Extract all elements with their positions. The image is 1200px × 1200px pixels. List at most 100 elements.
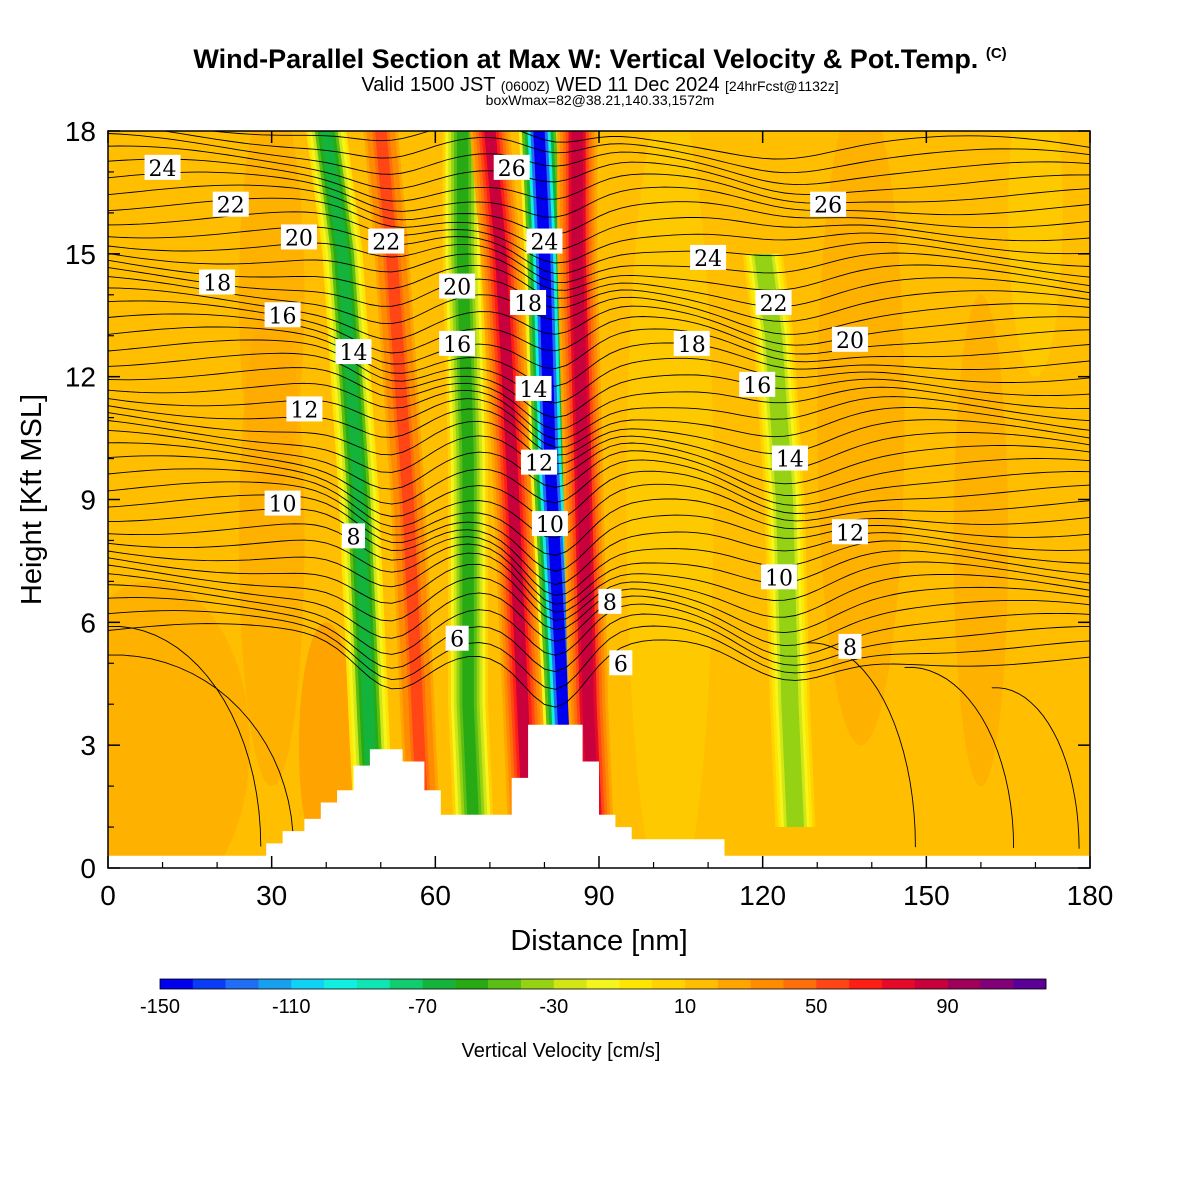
label-box xyxy=(264,302,301,328)
contour-label-text: 22 xyxy=(760,292,788,317)
colorbar-swatch xyxy=(291,979,325,989)
theta-contour-label: 10 xyxy=(264,490,301,518)
theta-contour-line xyxy=(108,211,1090,264)
label-box xyxy=(439,330,476,356)
label-box xyxy=(368,228,405,254)
contour-label-text: 14 xyxy=(520,378,548,403)
label-box xyxy=(264,490,301,516)
contour-label-text: 8 xyxy=(347,525,361,550)
theta-contour-line xyxy=(108,253,1090,291)
theta-contour-label: 22 xyxy=(368,228,405,256)
theta-contour-line xyxy=(108,339,1090,404)
colorbar-swatch xyxy=(258,979,292,989)
chart-title: Wind-Parallel Section at Max W: Vertical… xyxy=(193,44,1007,74)
label-box xyxy=(199,269,236,295)
colorbar-swatch xyxy=(947,979,981,989)
velocity-cell xyxy=(953,294,1009,787)
contour-label-text: 20 xyxy=(443,276,471,301)
theta-contour-line xyxy=(108,145,1090,196)
theta-contour-line xyxy=(108,133,1090,186)
colorbar-swatch xyxy=(849,979,883,989)
contour-label-text: 24 xyxy=(149,157,177,182)
theta-contour-label: 18 xyxy=(199,269,236,296)
contour-label-text: 8 xyxy=(843,636,857,661)
colorbar: -150 -110 -70 -30 10 50 90 Vertical Velocity [c… xyxy=(140,978,1047,1062)
contour-label-text: 16 xyxy=(269,304,297,329)
velocity-contour-fill xyxy=(571,131,600,828)
y-tick-label: 9 xyxy=(80,485,96,516)
label-box xyxy=(144,154,181,180)
colorbar-tick-label: -30 xyxy=(539,996,568,1018)
theta-contour-label: 18 xyxy=(673,330,710,358)
colorbar-swatch xyxy=(553,979,587,989)
theta-contour-line xyxy=(108,171,1090,218)
y-tick-label: 0 xyxy=(80,853,96,884)
contour-labels: 24 22 20 18 16 14 12 10 8 6 22 20 16 26 24 18 14 12 10 8 6 24… xyxy=(144,154,868,677)
velocity-contour-fill xyxy=(484,131,534,828)
x-tick-label: 60 xyxy=(420,880,451,911)
contour-label-text: 22 xyxy=(372,231,400,256)
colorbar-swatch xyxy=(389,979,423,989)
label-box xyxy=(510,289,547,315)
colorbar-swatch xyxy=(192,979,226,989)
theta-contour-label: 10 xyxy=(531,511,568,538)
theta-contour-line xyxy=(108,539,1090,605)
contour-label-text: 14 xyxy=(776,448,804,473)
label-box xyxy=(280,224,317,250)
contour-label-text: 16 xyxy=(443,333,471,358)
plot-area xyxy=(108,131,1090,868)
label-box xyxy=(520,449,557,475)
colorbar-swatch xyxy=(783,979,817,989)
label-box xyxy=(755,289,792,315)
x-tick-label: 150 xyxy=(903,880,950,911)
label-box xyxy=(439,273,476,299)
theta-contour-line xyxy=(108,442,1090,506)
label-box xyxy=(690,244,727,270)
label-box xyxy=(673,330,710,356)
label-box xyxy=(445,625,469,651)
contour-label-text: 26 xyxy=(498,157,526,182)
theta-contour-label: 22 xyxy=(755,289,792,317)
y-tick-label: 12 xyxy=(65,362,96,393)
x-tick-label: 120 xyxy=(739,880,786,911)
label-box xyxy=(771,445,808,471)
theta-contour-line xyxy=(108,550,1090,613)
theta-contour-label: 20 xyxy=(831,326,868,354)
y-tick-label: 15 xyxy=(65,239,96,270)
colorbar-swatch xyxy=(881,979,916,989)
colorbar-swatch xyxy=(816,979,850,989)
theta-contour-line xyxy=(108,382,1090,440)
theta-contour-label: 24 xyxy=(690,244,727,272)
theta-contour-label: 14 xyxy=(335,339,372,366)
colorbar-frame xyxy=(159,978,1047,990)
contour-label-text: 14 xyxy=(340,341,368,366)
colorbar-swatch xyxy=(356,979,391,989)
colorbar-swatch xyxy=(225,979,259,989)
label-box xyxy=(739,371,776,397)
colorbar-swatch xyxy=(586,979,620,989)
terrain-mask xyxy=(108,724,1090,868)
colorbar-swatch xyxy=(520,979,555,989)
theta-contour-label: 16 xyxy=(439,330,476,358)
contour-label-text: 16 xyxy=(743,374,771,399)
contour-label-text: 18 xyxy=(203,271,231,296)
theta-contour-line xyxy=(108,276,1090,335)
label-box xyxy=(831,519,868,545)
axes: 0 30 60 90 120 150 180 0 3 6 9 12 15 18 Distance [nm] H… xyxy=(16,116,1113,957)
colorbar-swatch xyxy=(750,979,784,989)
theta-contour-line xyxy=(904,666,1015,849)
theta-contour-label: 6 xyxy=(445,625,469,653)
theta-contour-label: 8 xyxy=(598,588,622,616)
downdraft-band xyxy=(742,253,816,828)
colorbar-tick-label: 50 xyxy=(805,996,827,1018)
theta-contour-line xyxy=(108,597,1090,673)
theta-contour-line xyxy=(108,654,294,848)
velocity-contour-fill xyxy=(756,253,802,828)
theta-contour-label: 18 xyxy=(510,289,547,317)
contour-label-text: 12 xyxy=(525,452,553,477)
label-box xyxy=(493,154,530,180)
y-axis-label: Height [Kft MSL] xyxy=(16,394,48,605)
colorbar-swatch xyxy=(422,979,456,989)
velocity-contour-fill xyxy=(456,131,480,828)
velocity-cell xyxy=(108,581,250,868)
